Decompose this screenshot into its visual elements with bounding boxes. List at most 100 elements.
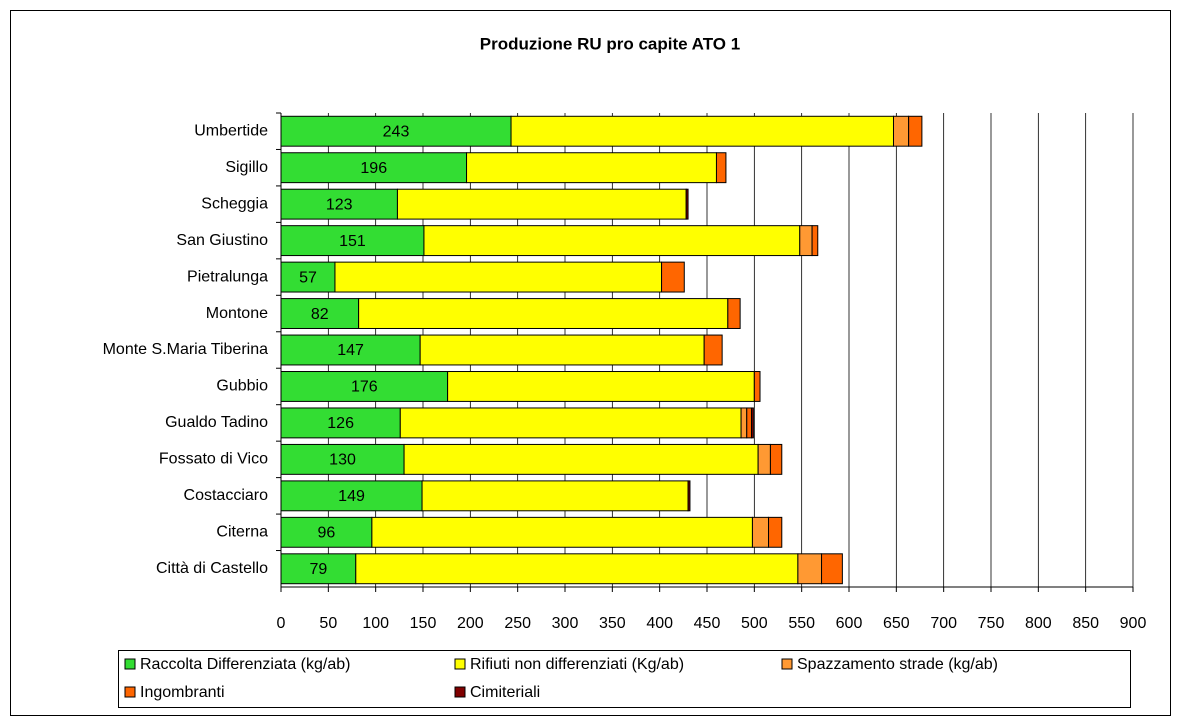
bar-segment	[355, 553, 799, 585]
bar-segment	[399, 407, 742, 439]
y-tick-label: Città di Castello	[156, 560, 268, 577]
x-tick-label: 800	[1025, 615, 1052, 632]
x-tick-label: 350	[599, 615, 626, 632]
bar-segment	[750, 407, 754, 439]
bar-segment	[466, 152, 717, 184]
bar-segment	[280, 115, 512, 147]
x-tick-label: 150	[410, 615, 437, 632]
y-tick-label: Sigillo	[225, 159, 268, 176]
bar-segment	[769, 443, 783, 475]
y-tick-label: Umbertide	[194, 122, 268, 139]
bar-segment	[908, 115, 923, 147]
legend-label: Spazzamento strade (kg/ab)	[797, 656, 998, 673]
bar-segment	[703, 334, 723, 366]
y-tick-label: San Giustino	[176, 232, 268, 249]
x-tick-label: 600	[836, 615, 863, 632]
y-tick-label: Costacciaro	[184, 487, 269, 504]
bar-segment	[421, 480, 689, 512]
bar-segment	[892, 115, 910, 147]
bar-segment	[334, 261, 663, 293]
bar-segment	[746, 407, 752, 439]
chart-title: Produzione RU pro capite ATO 1	[480, 34, 740, 53]
bar-segment	[280, 152, 468, 184]
data-label: 82	[311, 306, 329, 323]
data-label: 196	[360, 160, 387, 177]
x-tick-label: 650	[883, 615, 910, 632]
data-label: 57	[299, 269, 317, 286]
bar-segment	[447, 371, 755, 402]
legend-swatch	[454, 686, 466, 698]
x-tick-label: 900	[1120, 615, 1147, 632]
bar-segment	[396, 188, 687, 220]
bar-segment	[768, 516, 783, 548]
data-label: 151	[339, 233, 366, 250]
bar-segment	[687, 480, 691, 512]
data-label: 130	[329, 452, 356, 469]
bar-segment	[280, 225, 425, 257]
bar-segment	[821, 553, 843, 585]
data-label: 123	[326, 196, 353, 213]
x-tick-label: 0	[277, 615, 286, 632]
bar-segment	[280, 298, 360, 329]
y-tick-label: Gualdo Tadino	[165, 414, 268, 431]
y-tick-label: Citerna	[216, 524, 268, 541]
bar-segment	[280, 334, 421, 366]
bar-segment	[799, 225, 813, 257]
bar-segment	[280, 407, 401, 439]
legend-swatch	[781, 658, 793, 670]
x-tick-label: 200	[457, 615, 484, 632]
bar-segment	[740, 407, 748, 439]
bar-segment	[280, 443, 405, 475]
bar-segment	[510, 115, 894, 147]
bar-segment	[423, 225, 801, 257]
y-tick-label: Monte S.Maria Tiberina	[103, 341, 269, 358]
y-tick-label: Gubbio	[216, 378, 268, 395]
bar-segment	[403, 443, 759, 475]
bar-segment	[280, 188, 398, 220]
x-tick-label: 450	[694, 615, 721, 632]
x-tick-label: 250	[504, 615, 531, 632]
bar-segment	[358, 298, 729, 329]
bar-segment	[419, 334, 705, 366]
bar-segment	[661, 261, 685, 293]
legend-label: Rifiuti non differenziati (Kg/ab)	[470, 656, 684, 673]
y-tick-label: Montone	[206, 305, 268, 322]
data-label: 96	[318, 525, 336, 542]
legend-label: Raccolta Differenziata (kg/ab)	[140, 656, 350, 673]
bar-segment	[685, 188, 689, 220]
data-label: 243	[383, 123, 410, 140]
bar-segment	[715, 152, 727, 184]
data-label: 176	[351, 379, 378, 396]
y-tick-label: Pietralunga	[187, 268, 268, 285]
x-tick-label: 50	[319, 615, 337, 632]
bar-segment	[371, 516, 753, 548]
legend-swatch	[124, 686, 136, 698]
x-tick-label: 550	[788, 615, 815, 632]
bar-segment	[727, 298, 741, 329]
x-tick-label: 400	[646, 615, 673, 632]
legend-swatch	[454, 658, 466, 670]
x-tick-label: 750	[978, 615, 1005, 632]
legend-label: Cimiteriali	[470, 684, 540, 701]
data-label: 149	[338, 488, 365, 505]
y-tick-label: Scheggia	[201, 195, 268, 212]
data-label: 79	[309, 561, 327, 578]
x-tick-label: 850	[1072, 615, 1099, 632]
x-tick-label: 300	[552, 615, 579, 632]
data-label: 147	[337, 342, 364, 359]
bar-segment	[757, 443, 771, 475]
bar-segment	[280, 480, 423, 512]
bar-segment	[797, 553, 823, 585]
bar-segment	[280, 553, 357, 585]
legend-box	[118, 650, 1131, 708]
bar-segment	[751, 516, 770, 548]
y-tick-label: Fossato di Vico	[159, 451, 268, 468]
x-tick-label: 100	[362, 615, 389, 632]
data-label: 126	[327, 415, 354, 432]
legend-swatch	[124, 658, 136, 670]
x-tick-label: 700	[930, 615, 957, 632]
legend-label: Ingombranti	[140, 684, 225, 701]
x-tick-label: 500	[741, 615, 768, 632]
bar-segment	[811, 225, 819, 257]
